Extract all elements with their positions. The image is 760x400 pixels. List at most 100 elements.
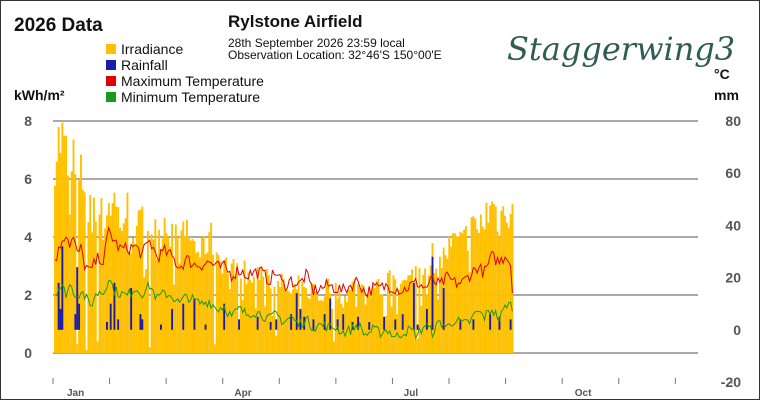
rainfall-bar bbox=[489, 314, 492, 330]
irradiance-bar bbox=[299, 312, 302, 353]
rainfall-bar bbox=[238, 319, 240, 330]
irradiance-bar bbox=[288, 291, 291, 353]
irradiance-bar bbox=[509, 214, 512, 353]
irradiance-bar bbox=[176, 237, 179, 353]
irradiance-bar bbox=[379, 294, 382, 353]
irradiance-bar bbox=[463, 229, 466, 353]
irradiance-bar bbox=[466, 250, 469, 353]
rainfall-bar bbox=[193, 298, 196, 330]
irradiance-bar bbox=[252, 276, 255, 353]
irradiance-bar bbox=[150, 234, 153, 353]
irradiance-bar bbox=[485, 202, 488, 353]
rainfall-bar bbox=[336, 319, 339, 330]
irradiance-bar bbox=[70, 171, 73, 353]
legend-swatch bbox=[106, 60, 116, 70]
irradiance-bar bbox=[122, 223, 125, 353]
irradiance-bar bbox=[228, 289, 231, 353]
irradiance-bar bbox=[340, 303, 343, 353]
irradiance-bar bbox=[377, 278, 380, 353]
irradiance-bar bbox=[399, 283, 402, 353]
irradiance-bar bbox=[202, 235, 205, 353]
irradiance-bar bbox=[200, 237, 203, 353]
right-tick-label: -20 bbox=[721, 374, 741, 390]
rainfall-bar bbox=[459, 319, 462, 330]
irradiance-bar bbox=[59, 152, 62, 353]
rainfall-bar bbox=[113, 282, 116, 330]
irradiance-bar bbox=[146, 231, 149, 353]
staggerwing-logo: Staggerwing3 bbox=[507, 30, 735, 68]
irradiance-bar bbox=[360, 284, 363, 353]
rainfall-bar bbox=[117, 319, 120, 330]
irradiance-bar bbox=[210, 222, 213, 353]
legend-swatch bbox=[106, 44, 116, 54]
rainfall-bar bbox=[472, 319, 475, 330]
irradiance-bar bbox=[119, 227, 121, 353]
legend-label: Minimum Temperature bbox=[121, 89, 260, 105]
irradiance-bar bbox=[213, 344, 216, 353]
irradiance-bar bbox=[297, 275, 300, 353]
observation-location: Observation Location: 32°46'S 150°00'E bbox=[228, 48, 442, 62]
right-tick-label: 40 bbox=[725, 217, 741, 233]
irradiance-bar bbox=[349, 290, 352, 353]
rainfall-bar bbox=[357, 316, 360, 330]
rainfall-bar bbox=[130, 288, 133, 330]
irradiance-bar bbox=[87, 222, 90, 353]
right-axis-label-temp: °C bbox=[714, 66, 730, 82]
irradiance-bar bbox=[111, 203, 114, 353]
irradiance-bar bbox=[74, 174, 77, 353]
irradiance-bar bbox=[256, 267, 259, 353]
irradiance-bar bbox=[234, 277, 237, 353]
irradiance-bar bbox=[314, 292, 317, 353]
irradiance-bar bbox=[450, 246, 453, 353]
irradiance-bar bbox=[427, 275, 430, 353]
irradiance-bar bbox=[424, 268, 426, 353]
left-tick-label: 6 bbox=[24, 171, 32, 187]
irradiance-bar bbox=[310, 283, 313, 353]
irradiance-bar bbox=[243, 260, 246, 353]
rainfall-bar bbox=[141, 319, 144, 330]
irradiance-bar bbox=[353, 279, 356, 353]
irradiance-bar bbox=[504, 215, 506, 353]
irradiance-bar bbox=[187, 236, 190, 353]
irradiance-bar bbox=[494, 206, 497, 353]
irradiance-bar bbox=[411, 269, 413, 353]
irradiance-bar bbox=[165, 233, 168, 353]
irradiance-bar bbox=[292, 289, 294, 353]
irradiance-bar bbox=[81, 189, 84, 353]
irradiance-bar bbox=[405, 280, 408, 353]
irradiance-bar bbox=[107, 203, 110, 353]
irradiance-bar bbox=[182, 221, 185, 353]
irradiance-bar bbox=[65, 136, 68, 353]
irradiance-bar bbox=[416, 338, 419, 353]
irradiance-bar bbox=[137, 210, 140, 353]
irradiance-bar bbox=[126, 192, 129, 353]
irradiance-bar bbox=[91, 232, 94, 353]
irradiance-bar bbox=[507, 227, 510, 353]
irradiance-bar bbox=[481, 226, 484, 353]
irradiance-bar bbox=[271, 315, 274, 353]
irradiance-bar bbox=[141, 206, 144, 353]
irradiance-bar bbox=[444, 255, 447, 353]
irradiance-bar bbox=[316, 292, 319, 353]
right-tick-label: 60 bbox=[725, 165, 741, 181]
irradiance-bar bbox=[215, 252, 218, 353]
irradiance-bar bbox=[407, 275, 410, 353]
irradiance-bar bbox=[135, 225, 138, 353]
irradiance-bar bbox=[93, 197, 95, 353]
rainfall-bar bbox=[394, 319, 397, 330]
irradiance-bar bbox=[180, 230, 183, 353]
month-label: Jan bbox=[67, 388, 84, 399]
legend-swatch bbox=[106, 92, 116, 102]
irradiance-bar bbox=[133, 245, 136, 353]
irradiance-bar bbox=[186, 219, 188, 353]
irradiance-bar bbox=[487, 222, 490, 353]
irradiance-bar bbox=[502, 206, 505, 353]
irradiance-bar bbox=[279, 286, 281, 353]
left-tick-label: 0 bbox=[24, 345, 32, 361]
irradiance-bar bbox=[388, 270, 391, 353]
rainfall-bar bbox=[368, 321, 371, 330]
legend-label: Maximum Temperature bbox=[121, 73, 264, 89]
irradiance-bar bbox=[145, 269, 147, 353]
irradiance-bar bbox=[422, 274, 425, 353]
irradiance-bar bbox=[154, 219, 157, 353]
